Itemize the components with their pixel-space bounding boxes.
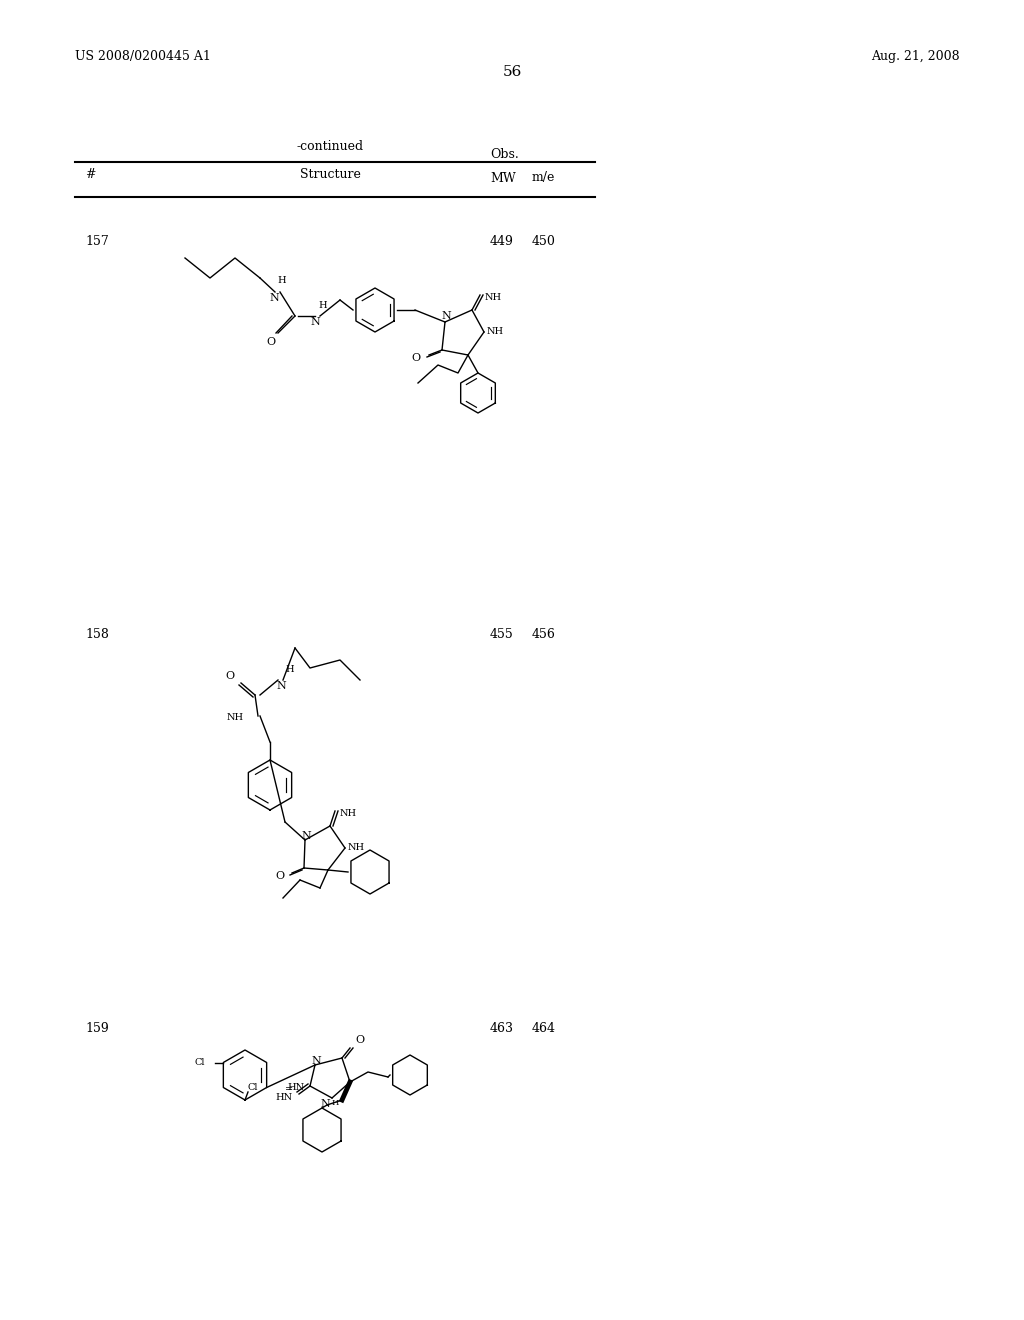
Text: HN: HN [288, 1084, 305, 1093]
Text: Cl: Cl [195, 1059, 206, 1067]
Text: N: N [301, 832, 311, 841]
Text: Structure: Structure [300, 169, 360, 181]
Text: H: H [285, 665, 294, 675]
Text: O: O [266, 337, 275, 347]
Text: #: # [85, 169, 95, 181]
Text: H: H [332, 1100, 339, 1107]
Text: NH: NH [340, 808, 357, 817]
Text: Obs.: Obs. [490, 149, 519, 161]
Text: H: H [278, 276, 286, 285]
Text: Cl: Cl [247, 1082, 257, 1092]
Text: N: N [311, 1056, 321, 1067]
Text: 450: 450 [532, 235, 556, 248]
Text: 449: 449 [490, 235, 514, 248]
Text: 56: 56 [503, 65, 521, 79]
Text: =: = [285, 1085, 293, 1094]
Text: HN: HN [275, 1093, 293, 1102]
Text: US 2008/0200445 A1: US 2008/0200445 A1 [75, 50, 211, 63]
Text: NH: NH [487, 326, 504, 335]
Text: 157: 157 [85, 235, 109, 248]
Text: 463: 463 [490, 1022, 514, 1035]
Text: 159: 159 [85, 1022, 109, 1035]
Text: O: O [355, 1035, 365, 1045]
Text: N: N [321, 1100, 330, 1109]
Text: MW: MW [490, 172, 516, 185]
Text: H: H [318, 301, 327, 310]
Text: Aug. 21, 2008: Aug. 21, 2008 [871, 50, 961, 63]
Text: N: N [310, 317, 319, 327]
Text: 158: 158 [85, 628, 109, 642]
Text: O: O [274, 871, 284, 880]
Text: 455: 455 [490, 628, 514, 642]
Text: N: N [269, 293, 279, 304]
Text: NH: NH [227, 713, 244, 722]
Text: NH: NH [348, 842, 366, 851]
Text: O: O [411, 352, 420, 363]
Text: 464: 464 [532, 1022, 556, 1035]
Text: -continued: -continued [296, 140, 364, 153]
Text: N: N [441, 312, 451, 321]
Text: NH: NH [485, 293, 502, 301]
Text: 456: 456 [532, 628, 556, 642]
Text: m/e: m/e [532, 172, 555, 185]
Text: O: O [226, 671, 234, 681]
Text: N: N [276, 681, 286, 690]
